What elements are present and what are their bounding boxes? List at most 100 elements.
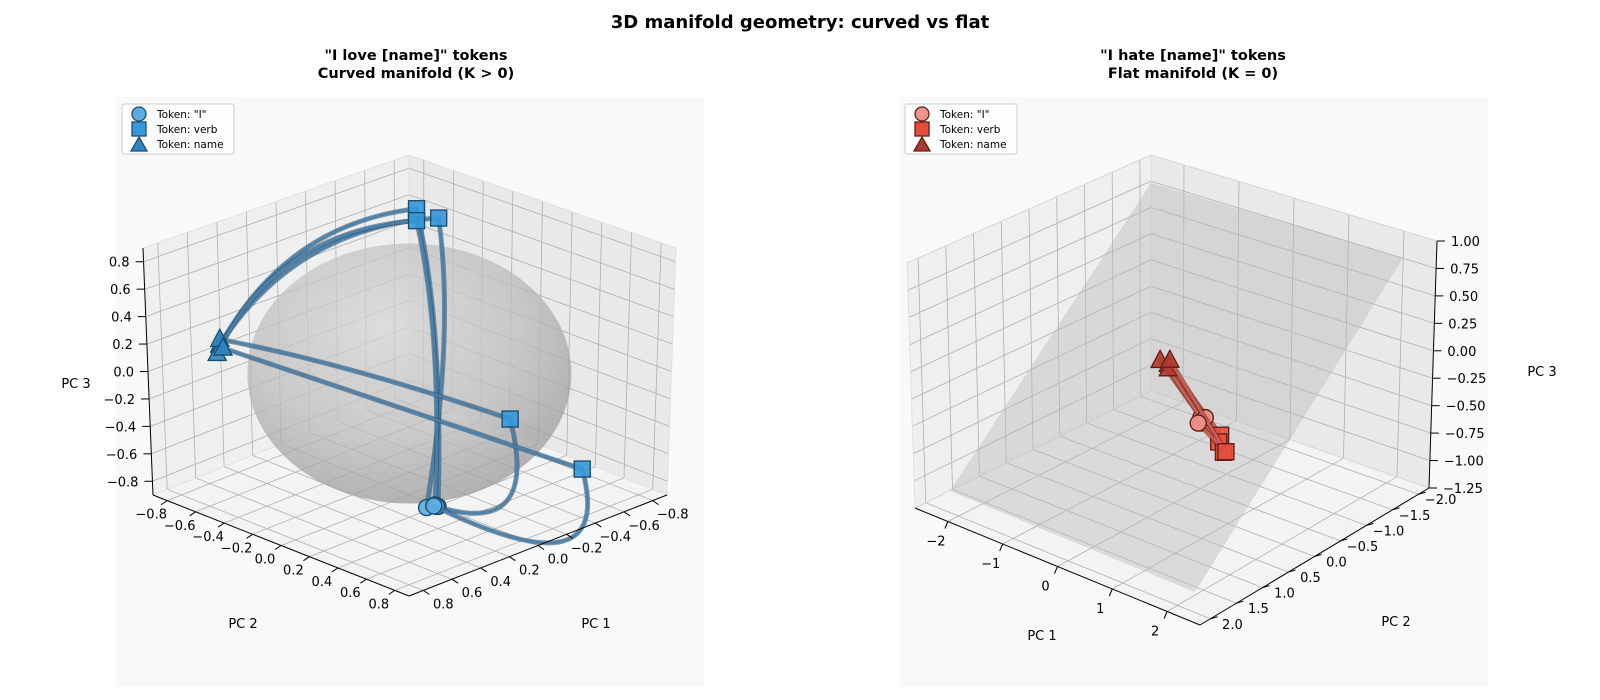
gridline-x-wall [1396,231,1405,477]
pc3-tick-label: 0.50 [1449,290,1478,305]
pc2-tick-mark [331,567,339,573]
pc2-tick-mark [1236,600,1244,604]
gridline-z-left [912,311,1152,427]
gridline-z-right [408,167,676,263]
pc1-tick-label: −0.4 [600,530,632,545]
token-verb-point [573,460,591,478]
panel-hate-title-line1: "I hate [name]" tokens [1100,48,1286,64]
gridline-x-wall [1236,181,1240,421]
pane-right-wall [1151,155,1437,488]
pc2-tick-label: 1.0 [1274,587,1295,602]
token-i-point [1189,414,1207,432]
pc1-tick-label: −1 [981,557,1000,572]
panel-hate-zlabel: PC 3 [1527,365,1556,380]
panel-love-legend-circle-marker [131,106,147,122]
trajectory-line [218,337,519,515]
pc2-tick-mark [1314,554,1322,557]
panel-love-title-line1: "I love [name]" tokens [324,48,507,64]
gridline-z-left [911,285,1152,400]
figure-title: 3D manifold geometry: curved vs flat [611,12,990,33]
pc3-tick-label: −0.6 [106,448,138,463]
gridline-x-wall [1343,214,1350,459]
token-verb-point [1217,443,1235,461]
pc3-tick-label: −0.25 [1447,372,1487,387]
pc2-tick-label: −0.8 [135,508,167,523]
pc2-tick-label: −0.2 [221,541,253,556]
gridline-z-left [907,180,1152,291]
panel-love-data [207,200,591,546]
pc2-tick-mark [1262,585,1270,589]
pc1-tick-label: 1 [1096,602,1104,617]
gridline-z-left [909,233,1152,346]
pc2-tick-label: −0.5 [1347,540,1379,555]
panel-love-ylabel: PC 2 [228,617,257,632]
pc2-tick-mark [303,556,310,562]
gridline-z-right [1150,180,1437,269]
pc1-tick-label: 2 [1151,625,1159,640]
token-verb-point [501,410,519,428]
panel-hate-axes: −2 −1 0 1 2 −2.0−1.5−1.0−0.50.0 0.5 1.0 1.5 2.0 −1… [914,235,1487,640]
pc2-tick-label: −1.0 [1373,524,1405,539]
pc1-tick-mark [1163,611,1168,619]
panel-hate: "I hate [name]" tokens Flat manifold (K … [900,48,1557,687]
gridline-z-left [913,364,1152,482]
pc3-tick-label: −1.00 [1444,455,1484,470]
pc3-tick-label: −0.2 [104,393,136,408]
gridline-x-wall [1289,197,1295,440]
pc1-tick-label: −2 [926,535,945,550]
pc3-tick-label: −0.8 [107,475,139,490]
panel-hate-xlabel: PC 1 [1027,629,1056,644]
gridline-z-left [913,338,1152,454]
pc1-tick-mark [509,556,516,562]
panel-love-legend-square-marker [131,121,147,137]
gridline-z-right [1150,259,1434,352]
pc2-tick-label: 0.0 [1326,556,1347,571]
pc2-tick-label: 0.2 [283,564,304,579]
pane-edge [408,154,677,249]
pc2-tick-label: −0.6 [164,519,196,534]
panel-love-title-line2: Curved manifold (K > 0) [318,66,515,82]
panel-hate-legend-box [904,103,1018,155]
gridline-y-floor [223,466,481,569]
gridline-y-floor [195,477,453,580]
gridline-y-floor [925,502,1211,620]
gridline-y-wall [1084,184,1087,423]
panel-love-legend-label-name: Token: name [156,139,224,151]
panel-love-legend-label-i: Token: "I" [156,109,207,121]
gridline-y-floor [1032,449,1315,557]
panel-love-legend: Token: "I" Token: verb Token: name [121,103,235,155]
pc2-tick-mark [217,522,225,528]
panel-love-legend-label-verb: Token: verb [156,124,218,136]
pc2-tick-label: −2.0 [1425,493,1457,508]
pc2-tick-mark [1366,522,1374,526]
pc3-tick-label: −0.50 [1446,400,1486,415]
panel-hate-data [1149,348,1235,461]
pc2-tick-mark [274,545,282,550]
gridline-z-left [144,194,410,290]
pc3-tick-label: 0.75 [1450,262,1479,277]
gridline-y-wall [945,245,953,490]
pc2-tick-label: 2.0 [1222,618,1243,633]
trajectory-line [221,346,590,545]
token-verb-point [429,209,448,227]
panel-love: "I love [name]" tokens Curved manifold (… [61,48,704,687]
pc3-tick-label: −1.25 [1443,482,1483,497]
gridline-z-right [1150,364,1431,461]
pc1-tick-label: −0.2 [571,541,603,556]
pane-edge [906,154,1152,264]
gridline-y-wall [1056,196,1061,437]
gridline-y-wall [1000,221,1007,463]
pc1-tick-mark [537,545,545,550]
pane-edge [1150,154,1438,242]
gridline-z-right [1150,311,1432,407]
pc3-tick-label: −0.4 [105,420,137,435]
pane-edge [666,247,677,496]
pc1-tick-mark [1054,566,1058,574]
gridline-z-right [1150,207,1436,297]
panel-hate-legend-triangle-marker [912,135,932,152]
pc3-tick-label: 0.0 [113,366,134,381]
pc1-tick-label: 0.6 [462,586,483,601]
pc2-tick-label: 0.5 [1300,571,1321,586]
token-verb-point [407,211,426,230]
pc2-tick-mark [1340,538,1348,542]
